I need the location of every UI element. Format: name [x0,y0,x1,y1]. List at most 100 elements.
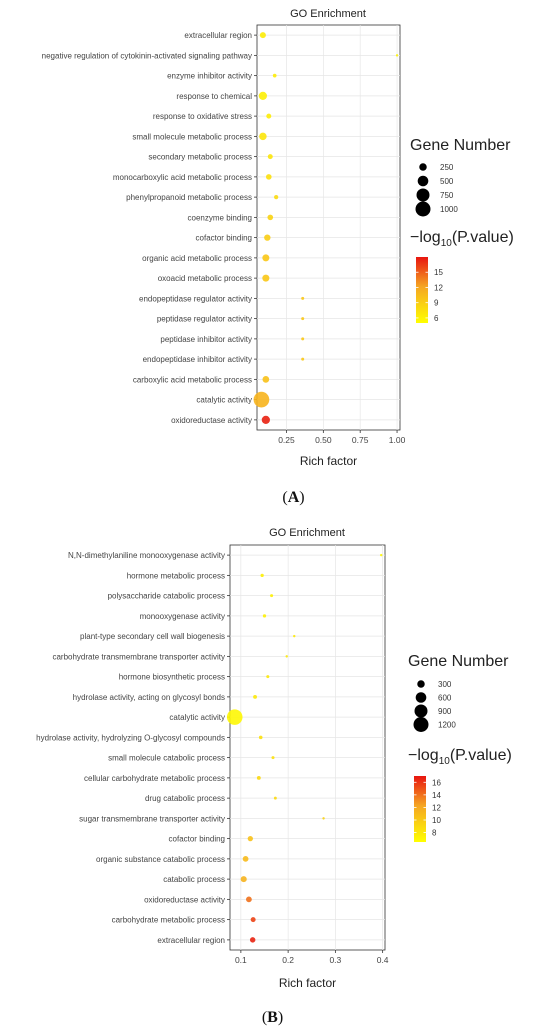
color-bar-label: 16 [432,778,441,787]
legend-color-title: −log10(P.value) [408,747,512,767]
y-tick-label: catalytic activity [169,713,225,722]
y-tick-label: small molecule catabolic process [108,754,225,763]
data-point [285,655,288,658]
y-tick-label: response to chemical [176,92,252,101]
y-tick-label: oxoacid metabolic process [158,274,252,283]
legend-size-label: 900 [438,707,452,716]
data-point [301,357,305,361]
legend-color-title-sub: 10 [439,756,451,767]
legend-color-title-rest: (P.value) [450,747,512,764]
y-tick-label: phenylpropanoid metabolic process [126,193,252,202]
y-tick-label: cofactor binding [196,234,252,243]
legend-size-dot [417,175,429,187]
data-point [274,195,279,200]
y-tick-label: oxidoreductase activity [144,895,225,904]
color-bar-label: 12 [432,803,441,812]
data-point [250,917,256,923]
y-tick-label: N,N-dimethylaniline monooxygenase activi… [68,551,225,560]
x-tick-label: 0.50 [315,435,332,445]
plot-area [229,544,386,951]
data-point [380,553,383,557]
data-point [262,614,267,618]
y-tick-label: organic substance catabolic process [96,855,225,864]
legend-size-dot [413,717,429,732]
legend-size-dot [416,188,430,202]
y-tick-label: coenzyme binding [188,213,252,222]
data-point [249,937,256,943]
legend-color-title-sub: 10 [441,238,453,249]
color-bar [416,257,428,323]
data-point [245,896,252,903]
color-bar [414,776,426,842]
panel-label: (B) [262,1009,283,1026]
y-tick-label: polysaccharide catabolic process [108,592,225,601]
y-tick-label: endopeptidase regulator activity [139,294,252,303]
data-point [273,796,277,800]
data-point [264,234,271,241]
legend-color-title-rest: (P.value) [452,229,514,246]
chart-panel-a: GO Enrichment extracellular region negativ… [42,8,514,506]
y-tick-label: catabolic process [163,875,225,884]
x-tick-label: 0.2 [282,955,294,965]
data-point [226,709,243,725]
legend-size-label: 500 [440,177,454,186]
data-point [322,817,325,820]
data-point [262,376,270,383]
x-tick-label: 0.25 [278,435,295,445]
y-tick-label: carbohydrate metabolic process [112,916,225,925]
data-point [261,415,270,424]
panel-label-letter: B [267,1009,278,1026]
y-tick-label: peptidase regulator activity [157,315,252,324]
color-bar-label: 9 [434,299,439,308]
x-axis-label: Rich factor [300,454,357,468]
data-point [259,32,266,39]
data-point [260,573,264,578]
legend-color-title: −log10(P.value) [410,229,514,249]
legend-size-dot [419,163,427,171]
legend-size-label: 1000 [440,205,458,214]
legend-size-dot [415,201,431,217]
data-point [266,113,272,119]
legend-size-dot [417,680,425,688]
x-tick-label: 1.00 [389,435,406,445]
legend-size-dot [414,704,428,718]
y-tick-label: secondary metabolic process [148,153,252,162]
data-point [253,694,257,699]
legend-size-dot [415,692,427,703]
data-point [271,756,275,760]
data-point [267,214,274,221]
data-point [258,91,268,100]
plot-area [256,24,401,431]
y-tick-label: catalytic activity [196,396,252,405]
y-tick-label: cellular carbohydrate metabolic process [84,774,225,783]
y-tick-label: negative regulation of cytokinin-activat… [42,51,252,60]
y-tick-label: hormone metabolic process [127,571,225,580]
y-tick-label: drug catabolic process [145,794,225,803]
legend-size-label: 300 [438,680,452,689]
chart-title: GO Enrichment [269,527,345,539]
legend-size-title: Gene Number [408,653,509,670]
data-point [301,337,305,341]
color-bar-label: 14 [432,791,441,800]
chart-title: GO Enrichment [290,8,366,20]
y-tick-label: carboxylic acid metabolic process [133,375,252,384]
x-tick-label: 0.4 [377,955,389,965]
y-tick-label: cofactor binding [169,835,225,844]
color-bar-label: 12 [434,283,443,292]
color-bar-label: 6 [434,314,439,323]
data-point [293,634,296,638]
data-point [242,855,249,862]
legend-size-label: 250 [440,163,454,172]
data-point [240,876,247,883]
data-point [267,154,273,160]
y-tick-label: response to oxidative stress [153,112,252,121]
data-point [247,835,253,842]
data-point [259,132,267,141]
data-point [253,391,270,408]
y-tick-label: extracellular region [184,31,252,40]
legend-size-title: Gene Number [410,137,511,154]
data-point [258,735,263,740]
x-tick-label: 0.3 [329,955,341,965]
panel-label-close: ) [299,489,304,506]
